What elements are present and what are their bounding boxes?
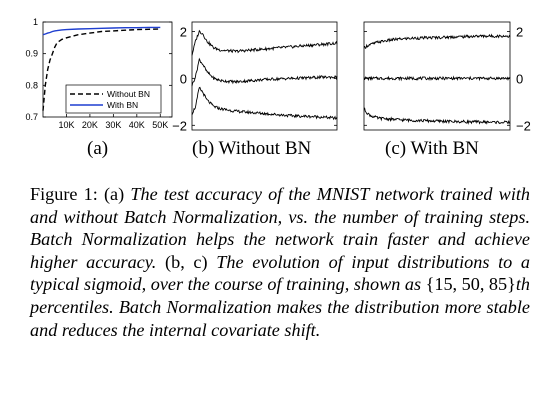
subcaption-a: (a): [87, 138, 109, 159]
percentile-15th-series-line: [191, 86, 338, 121]
y-tick-label: 0.7: [25, 112, 38, 122]
x-tick-label: 30K: [105, 120, 121, 130]
y-tick-label: 1: [33, 17, 38, 27]
caption-percentile-set: {15, 50, 85}: [425, 274, 516, 295]
figure-panels: 0.7 0.8 0.9 1 10K 20K 30K 40K 50K Without BNWith …: [25, 17, 531, 133]
x-tick-label: 10K: [58, 120, 74, 130]
y-tick-label: 2: [180, 24, 187, 39]
percentile-85th-series-line: [191, 29, 338, 56]
legend-label: Without BN: [107, 89, 150, 99]
y-tick-label: 0: [516, 71, 523, 86]
caption-part-bc-marker: (b, c): [165, 251, 208, 272]
y-tick-label: 0.8: [25, 80, 38, 90]
caption-part-a-text: The test accuracy of the MNIST network t…: [30, 184, 531, 272]
legend-box: [65, 84, 162, 114]
plot-frame: [42, 21, 173, 118]
legend-label: With BN: [107, 100, 138, 110]
y-tick-label: −2: [516, 118, 531, 133]
percentile-15th-series-line: [363, 107, 511, 125]
x-tick-label: 50K: [152, 120, 168, 130]
panel-c-with-bn-chart: −2 0 2: [363, 21, 531, 133]
y-tick-label: −2: [172, 118, 187, 133]
percentile-50th-series-line: [191, 57, 338, 87]
figure-caption: Figure 1: (a) The test accuracy of the M…: [30, 183, 530, 341]
caption-part-bc-text: The evolution of input distributions to …: [30, 251, 531, 295]
caption-part-a-marker: (a): [104, 184, 125, 204]
panel-a-accuracy-chart: 0.7 0.8 0.9 1 10K 20K 30K 40K 50K Without BNWith …: [25, 17, 173, 130]
plot-frame: [363, 21, 511, 131]
y-tick-label: 0.9: [25, 49, 38, 59]
x-tick-label: 20K: [82, 120, 98, 130]
panel-b-without-bn-chart: −2 0 2: [172, 21, 338, 133]
caption-label: Figure 1:: [30, 184, 98, 204]
subcaption-b: (b) Without BN: [192, 138, 312, 159]
subcaption-c: (c) With BN: [385, 138, 479, 159]
x-tick-label: 40K: [129, 120, 145, 130]
with-bn-series-line: [42, 26, 161, 36]
y-tick-label: 2: [516, 24, 523, 39]
caption-part-bc-text-end: th percentiles. Batch Normalization make…: [30, 274, 531, 340]
percentile-85th-series-line: [364, 33, 511, 49]
y-tick-label: 0: [180, 71, 187, 86]
percentile-50th-series-line: [363, 75, 511, 82]
without-bn-series-line: [42, 28, 161, 111]
